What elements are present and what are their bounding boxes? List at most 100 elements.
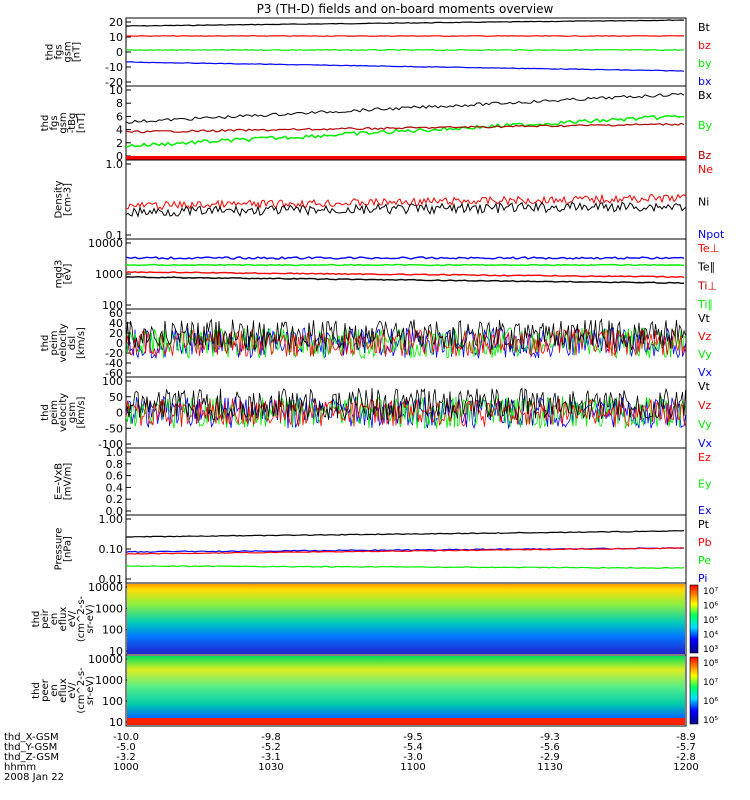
footer-row-label: thd_Z-GSM — [4, 752, 59, 763]
y-axis-label: Density — [54, 180, 65, 218]
legend-entry: Ex — [698, 504, 712, 517]
plot-title: P3 (TH-D) fields and on-board moments ov… — [257, 2, 554, 16]
legend-entry: Te∥ — [697, 261, 715, 274]
legend-entry: Pt — [698, 518, 710, 531]
y-tick-label: 6 — [116, 110, 123, 123]
trace-red — [125, 547, 685, 555]
y-tick-label: 10 — [109, 645, 123, 658]
y-axis-label: [nT] — [72, 42, 83, 62]
footer-value: 1030 — [258, 762, 283, 773]
y-tick-label: 1.0 — [106, 446, 124, 459]
y-axis-label: Pressure — [54, 528, 65, 571]
footer-value: -9.3 — [540, 732, 560, 743]
trace-black — [125, 201, 687, 218]
footer-date: 2008 Jan 22 — [4, 772, 64, 783]
y-tick-label: 0.8 — [106, 458, 124, 471]
spectrogram-image — [127, 656, 685, 725]
y-tick-label: -100 — [98, 438, 123, 451]
footer-value: -2.8 — [676, 752, 696, 763]
y-axis-label: eflux — [58, 607, 69, 632]
y-tick-label: 10000 — [88, 653, 123, 666]
legend-entry: Bx — [698, 89, 713, 102]
y-tick-label: 10 — [109, 716, 123, 729]
y-axis-label: fgs — [49, 115, 60, 130]
y-tick-label: 0.0 — [106, 505, 124, 518]
y-tick-label: 50 — [109, 391, 123, 404]
y-axis-label: gsm — [58, 112, 69, 133]
colorbar-tick-label: 10⁸ — [703, 659, 718, 669]
y-tick-label: 100 — [102, 375, 123, 388]
y-axis-label: peim — [49, 330, 60, 355]
spectrogram-band — [127, 718, 685, 725]
panel-frame — [125, 447, 687, 516]
y-axis-label: mgd3 — [54, 260, 65, 289]
trace-blue — [125, 547, 685, 553]
y-tick-label: -60 — [105, 367, 123, 380]
panel-frame — [125, 17, 687, 87]
y-tick-label: 10000 — [88, 581, 123, 594]
panel-pressure: 1.00 0.10 0.01 Pressure[nPa] Pt Pb Pe Pi — [54, 513, 712, 586]
trace-red — [125, 270, 685, 279]
footer-value: -3.0 — [403, 752, 423, 763]
trace-red — [125, 397, 686, 428]
trace-black — [125, 387, 686, 421]
y-tick-label: 1.00 — [99, 513, 124, 526]
colorbar-tick-label: 10⁵ — [703, 716, 718, 726]
footer-value: -2.9 — [540, 752, 560, 763]
trace-green — [125, 565, 685, 569]
y-axis-label: (cm^2-s- — [76, 667, 87, 714]
y-tick-label: 100 — [102, 624, 123, 637]
spectrogram-image — [127, 584, 685, 654]
trace-green — [125, 115, 684, 148]
y-axis-label: E=-VxB — [54, 463, 65, 500]
y-axis-label: [nPa] — [63, 536, 74, 562]
footer-value: 1200 — [673, 762, 698, 773]
trace-green — [125, 48, 685, 52]
legend-entry: Te⊥ — [697, 242, 719, 255]
trace-black — [125, 275, 685, 285]
y-tick-label: 0.10 — [99, 543, 124, 556]
footer-layer: thd_X-GSM -10.0 -9.8 -9.5 -9.3 -8.9 thd_Y-GSM -… — [4, 732, 699, 783]
y-tick-label: 0.1 — [106, 229, 124, 242]
y-axis-label: [eV] — [63, 264, 74, 285]
legend-entry: Bt — [698, 21, 711, 34]
colorbar-tick-label: 10⁴ — [703, 631, 718, 641]
legend-entry: Vy — [698, 418, 712, 431]
legend-entry: Ne — [698, 163, 713, 176]
y-tick-label: 1.0 — [106, 158, 124, 171]
y-axis-label: velocity — [58, 393, 69, 432]
legend-entry: By — [698, 119, 713, 132]
y-tick-label: 10000 — [88, 237, 123, 250]
legend-entry: Npot — [698, 228, 725, 241]
legend-entry: Ti⊥ — [697, 279, 717, 292]
y-tick-label: 10 — [109, 84, 123, 97]
y-tick-label: 10 — [109, 31, 123, 44]
y-axis-label: eV/ — [67, 682, 78, 699]
y-tick-label: 4 — [116, 124, 123, 137]
y-axis-label: (cm^2-s- — [76, 595, 87, 642]
trace-green — [125, 395, 686, 430]
y-tick-label: 0.6 — [106, 470, 124, 483]
y-tick-label: 20 — [109, 16, 123, 29]
y-axis-label: en — [49, 684, 60, 697]
y-tick-label: 0 — [116, 407, 123, 420]
footer-value: -9.5 — [403, 732, 423, 743]
legend-entry: Pe — [698, 554, 711, 567]
y-axis-label: [nT] — [76, 113, 87, 133]
y-tick-label: 0 — [116, 46, 123, 59]
y-axis-label: [mV/m] — [63, 463, 74, 501]
y-axis-label: peir — [40, 608, 51, 628]
y-axis-label: en — [49, 613, 60, 626]
flag-bar — [126, 156, 686, 160]
footer-value: -9.8 — [261, 732, 281, 743]
y-axis-label: [cm-3] — [63, 183, 74, 216]
trace-red — [125, 35, 685, 37]
panel-frame — [125, 159, 687, 240]
colorbar — [689, 656, 699, 725]
colorbar-tick-label: 10⁶ — [703, 602, 718, 612]
footer-row-label: thd_Y-GSM — [4, 742, 57, 753]
y-tick-label: 0 — [116, 150, 123, 163]
footer-value: 1000 — [113, 762, 138, 773]
colorbar-tick-label: 10⁵ — [703, 616, 718, 626]
